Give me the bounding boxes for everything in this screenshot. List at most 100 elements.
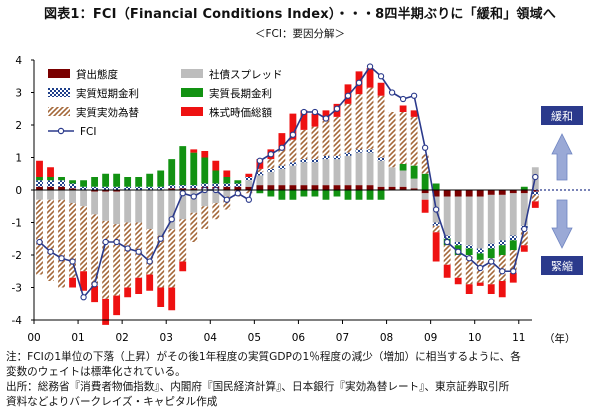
- note-line-1: 注：FCIの1単位の下落（上昇）がその後1年程度の実質GDPの1％程度の減少（増…: [6, 351, 521, 363]
- bar-long-rate: [355, 190, 363, 200]
- bar-short-rate: [498, 240, 506, 246]
- fci-point: [179, 190, 186, 197]
- x-tick-label: 11: [512, 332, 525, 344]
- bar-long-rate: [476, 253, 484, 260]
- ease-arrow: [551, 133, 573, 181]
- bar-lending: [421, 190, 429, 194]
- bar-short-rate: [531, 191, 539, 195]
- legend-swatch-spread: [181, 69, 203, 78]
- fci-point: [366, 63, 374, 70]
- legend-swatch-equity: [181, 107, 203, 116]
- bar-fx: [355, 94, 363, 150]
- bar-long-rate: [102, 173, 110, 187]
- bar-long-rate: [311, 190, 319, 197]
- fci-point: [344, 92, 352, 99]
- bar-long-rate: [520, 186, 528, 190]
- bar-long-rate: [289, 190, 297, 200]
- fci-point: [256, 157, 264, 164]
- bar-lending: [245, 186, 253, 190]
- bar-lending: [278, 185, 286, 190]
- y-tick-label: 0: [15, 185, 22, 197]
- bar-fx: [113, 224, 121, 296]
- bar-long-rate: [234, 180, 242, 184]
- bar-equity: [399, 105, 407, 112]
- x-tick-label: 05: [248, 332, 261, 344]
- bar-fx: [465, 255, 473, 285]
- bar-equity: [168, 287, 176, 311]
- bar-fx: [58, 199, 65, 288]
- fci-point: [80, 294, 87, 301]
- note-line-2: 変数のウェイトは標準化されている。: [6, 366, 186, 378]
- bar-short-rate: [102, 186, 110, 190]
- bar-equity: [410, 110, 418, 117]
- fci-point: [168, 216, 175, 223]
- bar-spread: [509, 193, 517, 236]
- bar-long-rate: [91, 177, 99, 187]
- y-tick-label: -3: [12, 283, 22, 295]
- bar-spread: [223, 190, 231, 197]
- bar-short-rate: [223, 183, 231, 187]
- bar-short-rate: [135, 186, 143, 190]
- bar-long-rate: [377, 190, 385, 200]
- bar-spread: [201, 190, 209, 207]
- bar-equity: [36, 160, 43, 177]
- bar-spread: [388, 167, 396, 187]
- bar-long-rate: [124, 177, 132, 187]
- bar-fx: [399, 112, 407, 164]
- x-tick-label: 07: [336, 332, 349, 344]
- bar-fx: [47, 199, 54, 281]
- bar-equity: [113, 295, 121, 316]
- bar-equity: [300, 110, 308, 130]
- bar-lending: [399, 186, 407, 190]
- x-tick-label: 08: [380, 332, 393, 344]
- fci-point: [477, 264, 484, 272]
- bar-fx: [410, 116, 418, 166]
- bar-equity: [80, 271, 87, 291]
- ease-label: 緩和: [551, 110, 573, 123]
- bar-lending: [168, 188, 176, 190]
- bar-lending: [267, 185, 275, 190]
- bar-fx: [179, 219, 187, 262]
- bar-short-rate: [300, 159, 308, 163]
- fci-point: [455, 248, 462, 255]
- bar-short-rate: [267, 168, 275, 173]
- bar-long-rate: [135, 177, 143, 187]
- fci-point: [124, 245, 131, 252]
- bar-spread: [124, 190, 132, 223]
- fci-point: [267, 151, 275, 158]
- fci-point: [69, 258, 76, 265]
- y-tick-label: 1: [15, 153, 22, 165]
- bar-equity: [443, 264, 451, 278]
- fci-point: [388, 89, 396, 96]
- bar-spread: [212, 190, 220, 203]
- bar-long-rate: [333, 190, 341, 197]
- legend-swatch-short-rate: [48, 88, 70, 97]
- bar-fx: [322, 120, 330, 156]
- bar-equity: [509, 272, 517, 283]
- y-tick-label: -2: [12, 250, 22, 262]
- bar-fx: [201, 206, 209, 229]
- bar-long-rate: [300, 190, 308, 197]
- bar-short-rate: [91, 186, 99, 190]
- legend-label-fci: FCI: [80, 126, 96, 138]
- bar-lending: [223, 186, 231, 190]
- bar-equity: [498, 281, 506, 298]
- bar-spread: [69, 190, 76, 203]
- bar-short-rate: [333, 155, 341, 160]
- fci-point: [444, 238, 451, 246]
- fci-point: [234, 190, 241, 197]
- bar-fx: [300, 129, 308, 160]
- bar-spread: [190, 190, 198, 213]
- bar-spread: [80, 190, 87, 207]
- bar-fx: [366, 87, 374, 150]
- x-tick-label: 04: [204, 332, 218, 344]
- bar-fx: [168, 229, 176, 288]
- bar-short-rate: [355, 149, 363, 153]
- bar-equity: [135, 277, 143, 294]
- bar-spread: [366, 152, 374, 186]
- fci-point: [190, 193, 197, 200]
- bar-equity: [212, 160, 220, 171]
- bar-equity: [245, 173, 253, 177]
- bar-spread: [454, 196, 462, 242]
